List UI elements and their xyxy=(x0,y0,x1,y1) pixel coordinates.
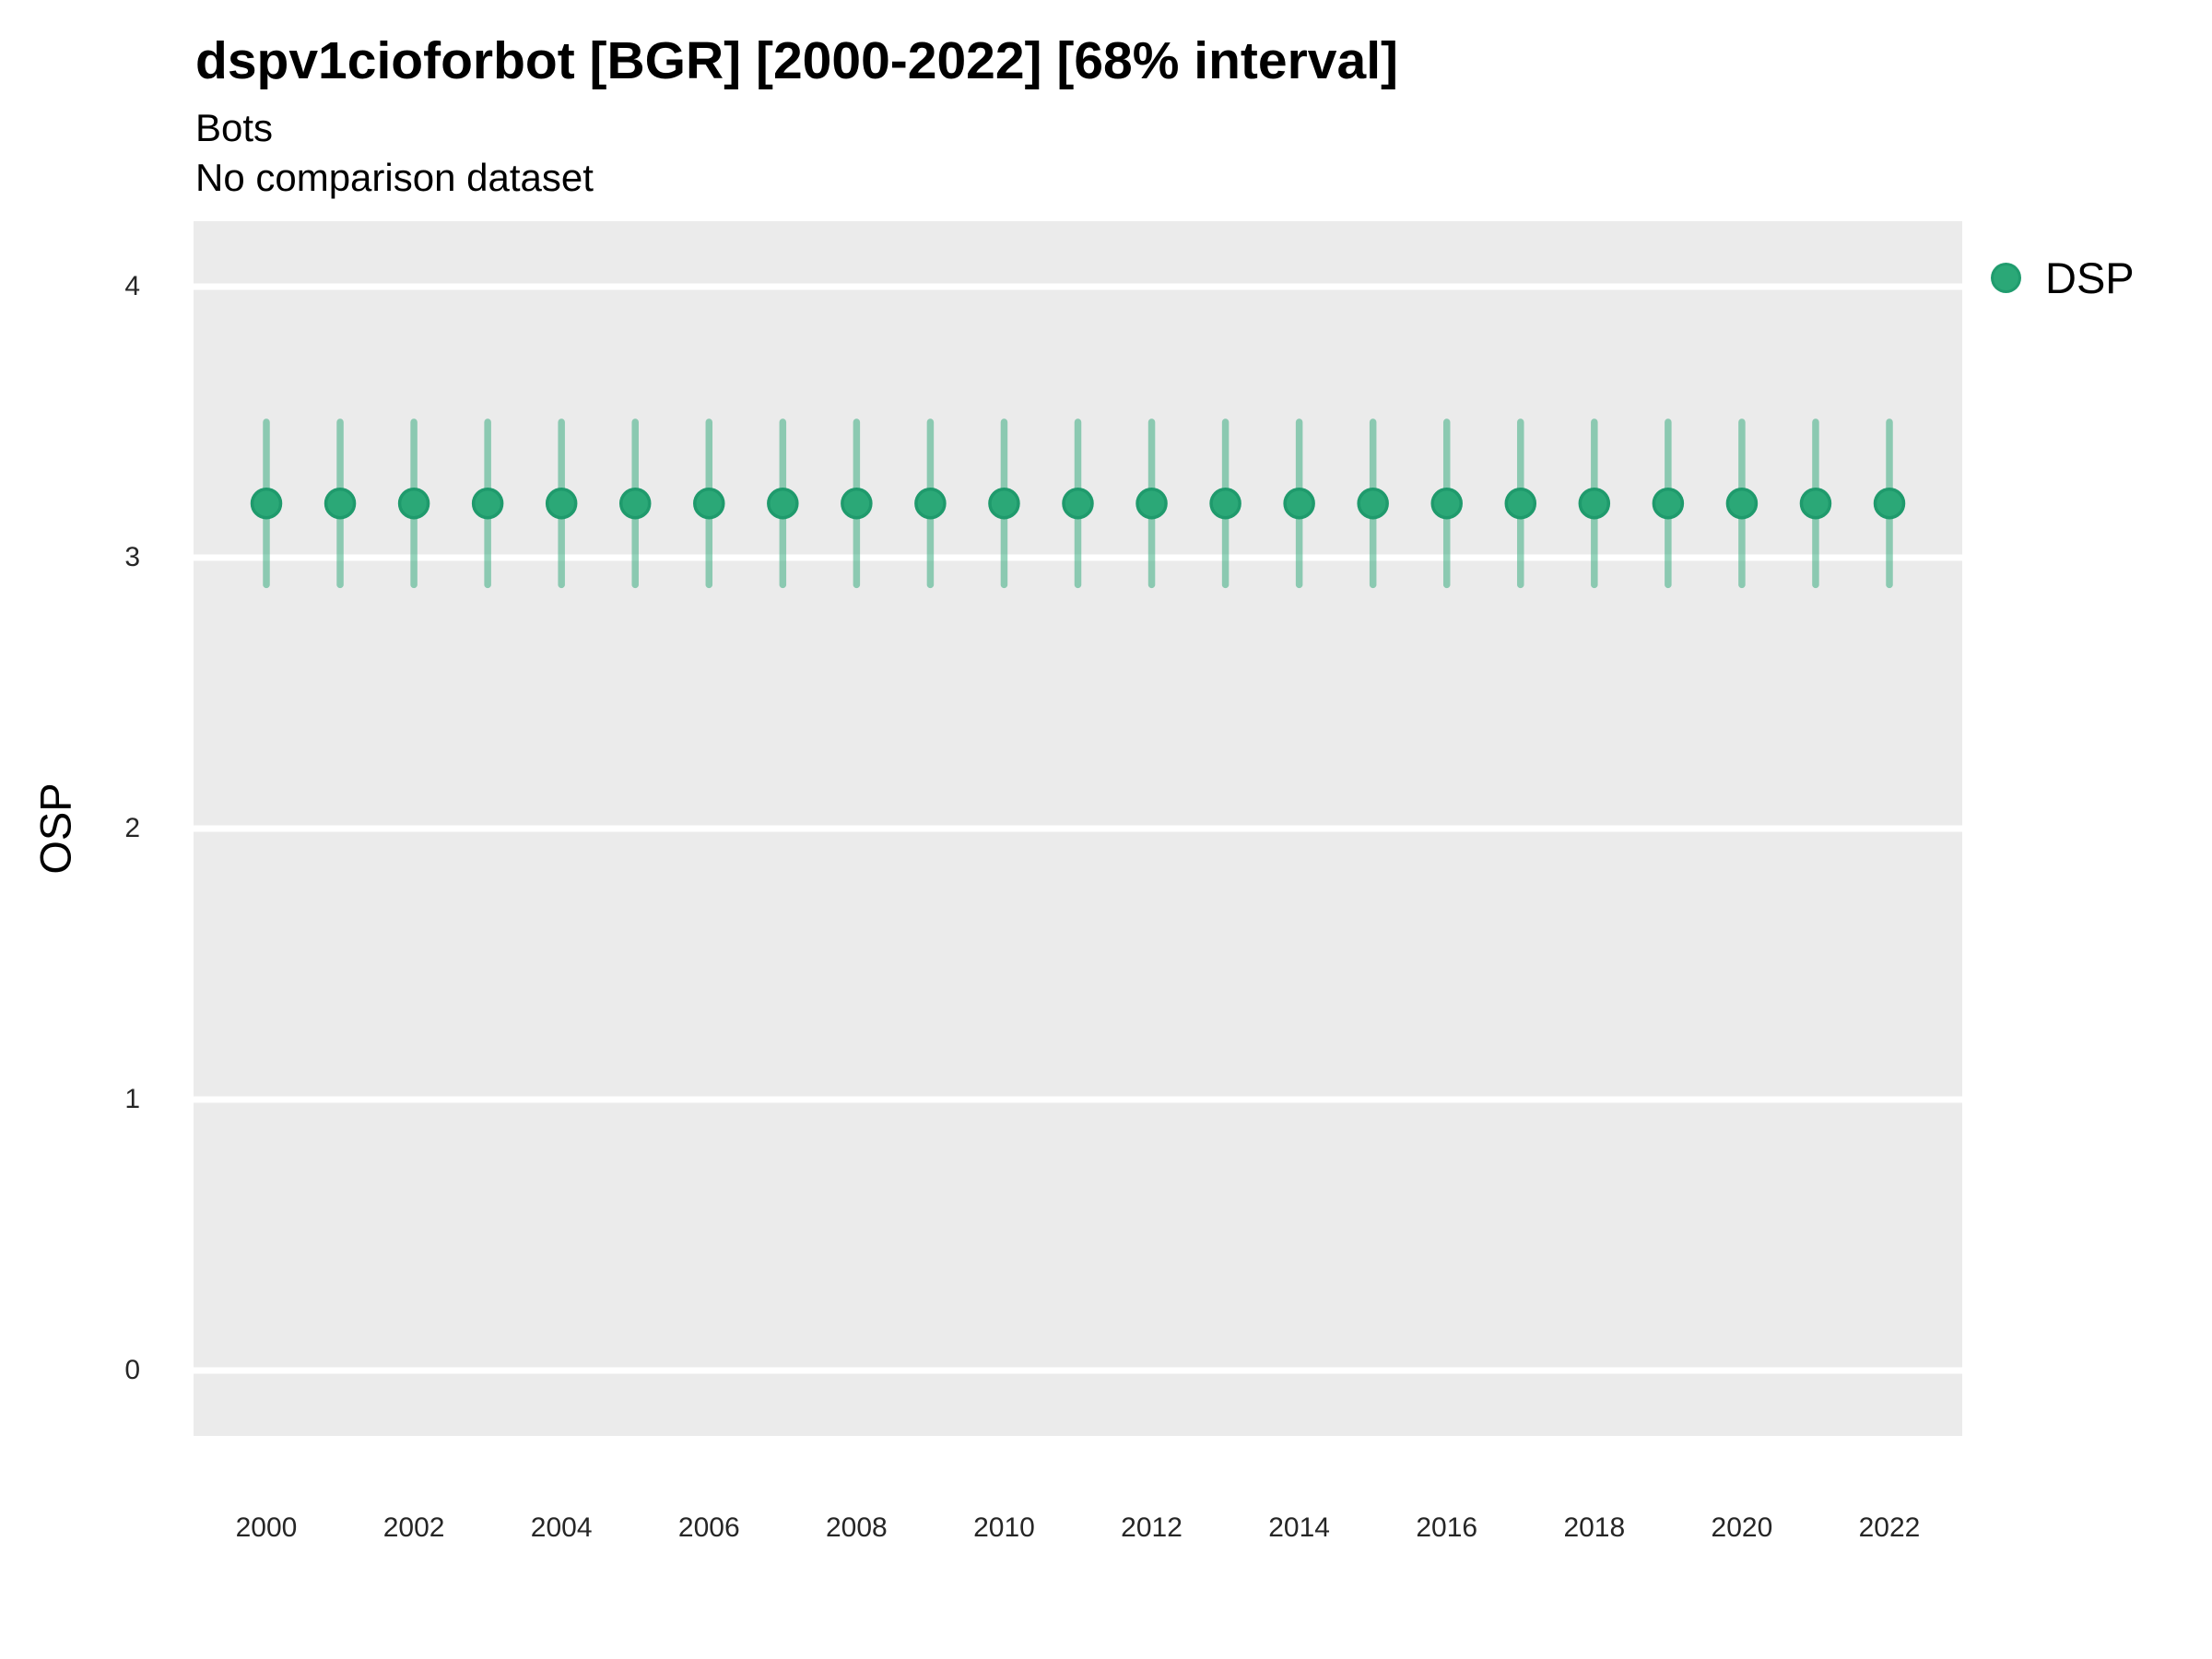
data-point-2000 xyxy=(250,487,283,520)
data-point-2004 xyxy=(545,487,578,520)
plot-panel xyxy=(194,221,1962,1436)
x-tick-label-2014: 2014 xyxy=(1268,1512,1330,1543)
data-point-2007 xyxy=(767,487,799,520)
data-point-2019 xyxy=(1652,487,1685,520)
x-tick-label-2022: 2022 xyxy=(1858,1512,1921,1543)
comparison-note: No comparison dataset xyxy=(195,156,594,199)
data-point-2017 xyxy=(1504,487,1537,520)
data-point-2015 xyxy=(1357,487,1389,520)
x-tick-label-2010: 2010 xyxy=(973,1512,1035,1543)
data-point-2018 xyxy=(1578,487,1611,520)
legend: DSP xyxy=(1991,256,2135,300)
legend-marker-circle-icon xyxy=(1991,263,2021,293)
data-point-2003 xyxy=(471,487,504,520)
data-point-2005 xyxy=(618,487,652,520)
data-point-2001 xyxy=(324,487,357,520)
data-point-2020 xyxy=(1725,487,1759,520)
y-tick-label-2: 2 xyxy=(124,813,140,843)
y-tick-label-4: 4 xyxy=(124,271,140,301)
data-point-2008 xyxy=(841,487,873,520)
data-point-2010 xyxy=(988,487,1020,520)
y-tick-label-1: 1 xyxy=(124,1084,140,1114)
y-tick-label-3: 3 xyxy=(124,542,140,572)
x-tick-label-2020: 2020 xyxy=(1711,1512,1773,1543)
data-point-2022 xyxy=(1873,487,1906,520)
x-tick-label-2018: 2018 xyxy=(1563,1512,1626,1543)
data-point-2013 xyxy=(1209,487,1241,520)
plot-subtitle: Bots xyxy=(195,106,274,149)
x-tick-label-2004: 2004 xyxy=(530,1512,593,1543)
data-point-2002 xyxy=(397,487,430,520)
x-tick-label-2012: 2012 xyxy=(1121,1512,1182,1543)
x-tick-label-2016: 2016 xyxy=(1416,1512,1478,1543)
x-tick-label-2002: 2002 xyxy=(382,1512,445,1543)
data-point-2014 xyxy=(1283,487,1315,520)
x-tick-label-2008: 2008 xyxy=(825,1512,888,1543)
data-point-2011 xyxy=(1062,487,1094,520)
y-tick-label-0: 0 xyxy=(124,1355,140,1385)
plot-title: dspv1cioforbot [BGR] [2000-2022] [68% in… xyxy=(195,31,1399,90)
legend-label-dsp: DSP xyxy=(2045,253,2135,302)
x-tick-label-2000: 2000 xyxy=(235,1512,298,1543)
data-point-2016 xyxy=(1430,487,1463,520)
data-point-2012 xyxy=(1135,487,1168,520)
data-point-2006 xyxy=(693,487,725,520)
data-point-2009 xyxy=(914,487,947,520)
x-tick-label-2006: 2006 xyxy=(677,1512,740,1543)
data-point-2021 xyxy=(1799,487,1832,520)
plot-svg xyxy=(194,283,1962,1374)
